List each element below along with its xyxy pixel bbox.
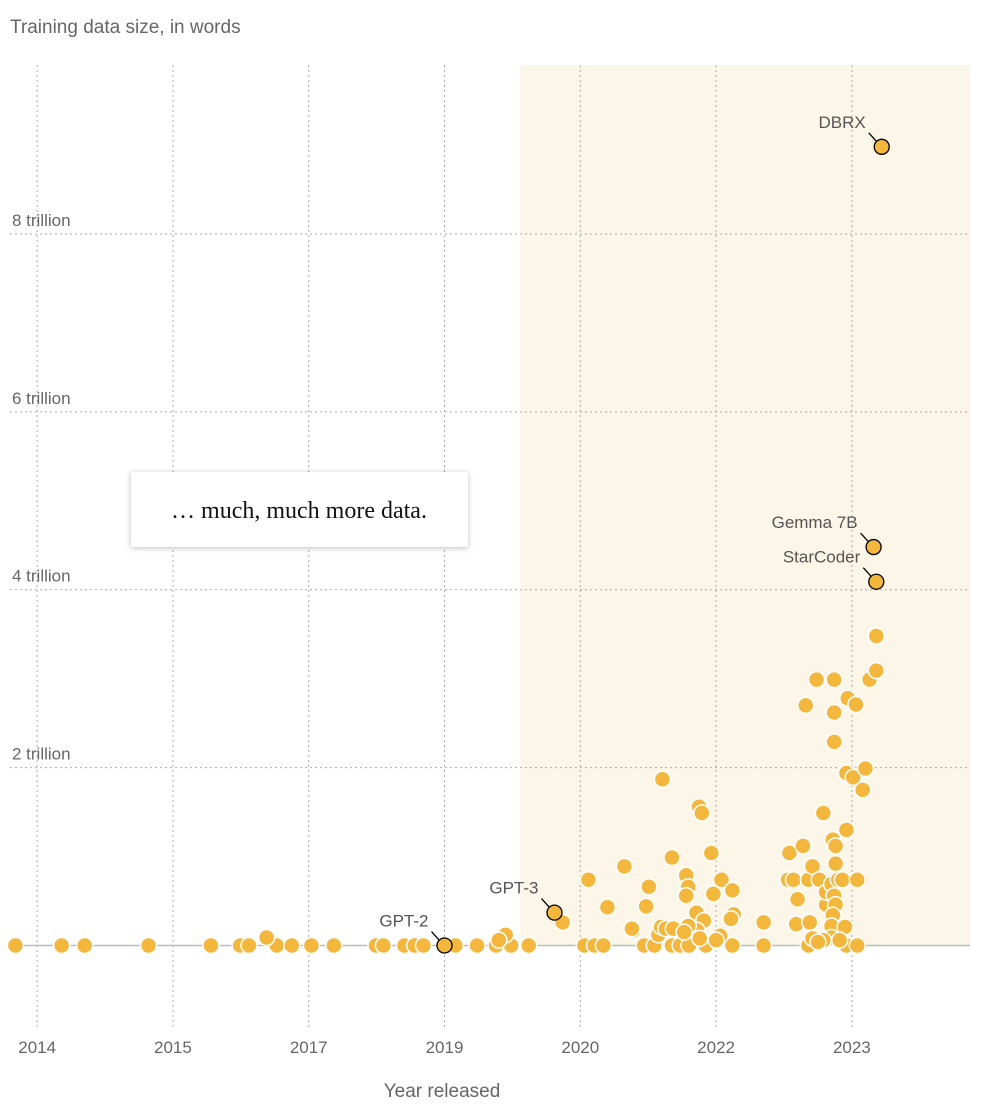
data-point (712, 870, 731, 889)
data-point (754, 913, 773, 932)
data-point (814, 804, 833, 822)
data-point (653, 770, 672, 788)
x-axis-title: Year released (384, 1081, 501, 1102)
data-point (75, 936, 94, 955)
highlight-region (520, 65, 970, 946)
data-point (867, 627, 886, 645)
data-point (788, 890, 807, 909)
data-point (6, 936, 25, 955)
data-point (780, 844, 799, 862)
data-point (825, 703, 843, 722)
data-point (867, 661, 886, 680)
data-point (677, 886, 695, 905)
data-point (848, 936, 867, 955)
data-point (52, 936, 71, 955)
data-point (302, 936, 321, 955)
data-point (856, 759, 875, 778)
x-tick-label: 2015 (154, 1038, 192, 1057)
point-label: GPT-2 (379, 912, 428, 931)
y-tick-label: 8 trillion (12, 211, 71, 230)
data-point (826, 854, 845, 873)
y-tick-label: 2 trillion (12, 745, 71, 764)
data-point (809, 933, 827, 951)
x-tick-label: 2019 (426, 1038, 464, 1057)
y-axis-title: Training data size, in words (10, 17, 241, 38)
data-point (847, 695, 865, 714)
data-point (853, 781, 872, 799)
labeled-point (865, 538, 882, 556)
data-point (691, 929, 709, 948)
data-point (598, 898, 617, 917)
labeled-point (546, 904, 563, 921)
x-tick-label: 2020 (561, 1038, 599, 1057)
data-point (663, 848, 681, 867)
data-point (722, 910, 740, 928)
data-point (468, 936, 486, 955)
point-label: StarCoder (783, 548, 861, 567)
x-tick-label: 2014 (18, 1038, 56, 1057)
data-point (825, 733, 843, 751)
data-point (848, 870, 867, 889)
data-point (754, 936, 773, 955)
data-point (693, 804, 711, 822)
data-point (202, 936, 220, 955)
data-point (825, 670, 843, 689)
data-point (794, 837, 812, 855)
point-label: Gemma 7B (772, 513, 858, 532)
data-point (283, 936, 301, 955)
data-point (833, 870, 852, 889)
data-point (723, 936, 742, 955)
data-point (702, 844, 721, 862)
point-label: GPT-3 (489, 879, 538, 898)
data-point (257, 928, 276, 947)
data-point (519, 936, 538, 955)
data-point (826, 837, 845, 855)
data-point (830, 931, 849, 949)
data-point (414, 936, 433, 955)
point-label: DBRX (819, 113, 866, 132)
x-tick-label: 2022 (697, 1038, 735, 1057)
data-point (623, 919, 641, 938)
annotation-box (131, 472, 468, 547)
data-point (594, 936, 613, 955)
data-point (837, 821, 856, 839)
data-point (615, 857, 634, 876)
data-point (640, 878, 658, 896)
y-tick-label: 4 trillion (12, 567, 71, 586)
data-point (704, 885, 723, 903)
data-point (796, 696, 815, 715)
data-point (807, 670, 826, 689)
x-tick-label: 2023 (833, 1038, 871, 1057)
data-point (139, 936, 158, 955)
data-point (675, 923, 693, 941)
labeled-point (868, 573, 885, 590)
data-point (801, 913, 819, 932)
data-point (723, 881, 742, 900)
labeled-point (873, 138, 890, 155)
data-point (240, 936, 258, 955)
data-point (784, 870, 803, 889)
data-point (579, 870, 598, 889)
annotation-text: … much, much more data. (171, 498, 427, 524)
data-point (374, 936, 393, 955)
x-tick-label: 2017 (290, 1038, 328, 1057)
data-point (490, 931, 508, 949)
data-point (637, 897, 655, 916)
data-point (325, 936, 343, 955)
labeled-point (436, 937, 453, 954)
data-point (707, 931, 725, 949)
y-tick-label: 6 trillion (12, 389, 71, 408)
data-point (844, 768, 862, 787)
